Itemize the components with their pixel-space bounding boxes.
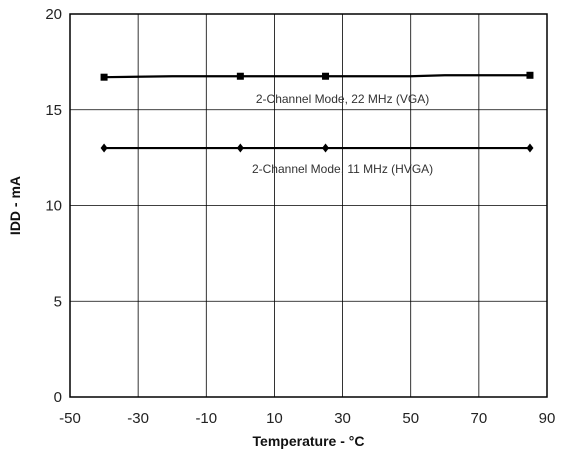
data-point-square [236,72,244,80]
data-point-diamond [236,143,244,153]
series-annotation-hvga: 2-Channel Mode, 11 MHz (HVGA) [252,162,433,176]
x-tick-label: 30 [334,410,351,427]
data-point-diamond [100,143,108,153]
data-point-square [322,72,330,80]
x-tick-label: 50 [402,410,419,427]
plot-frame [69,13,548,398]
data-point-square [100,73,108,81]
data-point-square [526,71,534,79]
series-annotation-vga: 2-Channel Mode, 22 MHz (VGA) [256,92,429,106]
x-tick-labels: -50 -30 -10 10 30 50 70 90 [59,410,555,427]
series-layer [100,71,534,153]
grid [70,14,547,397]
y-tick-label: 15 [45,102,62,119]
y-tick-label: 5 [54,293,62,310]
y-tick-label: 10 [45,198,62,215]
y-axis-title: IDD - mA [7,176,23,235]
data-point-diamond [322,143,330,153]
x-tick-label: 10 [266,410,283,427]
y-tick-label: 20 [45,6,62,23]
data-point-diamond [526,143,534,153]
x-axis-title: Temperature - °C [253,433,365,449]
x-tick-label: -50 [59,410,81,427]
series-line-0 [104,74,530,79]
x-tick-label: -10 [195,410,217,427]
x-tick-label: 90 [539,410,556,427]
y-tick-label: 0 [54,389,62,406]
x-tick-label: 70 [471,410,488,427]
x-tick-label: -30 [127,410,149,427]
y-tick-labels: 0 5 10 15 20 [45,6,62,406]
